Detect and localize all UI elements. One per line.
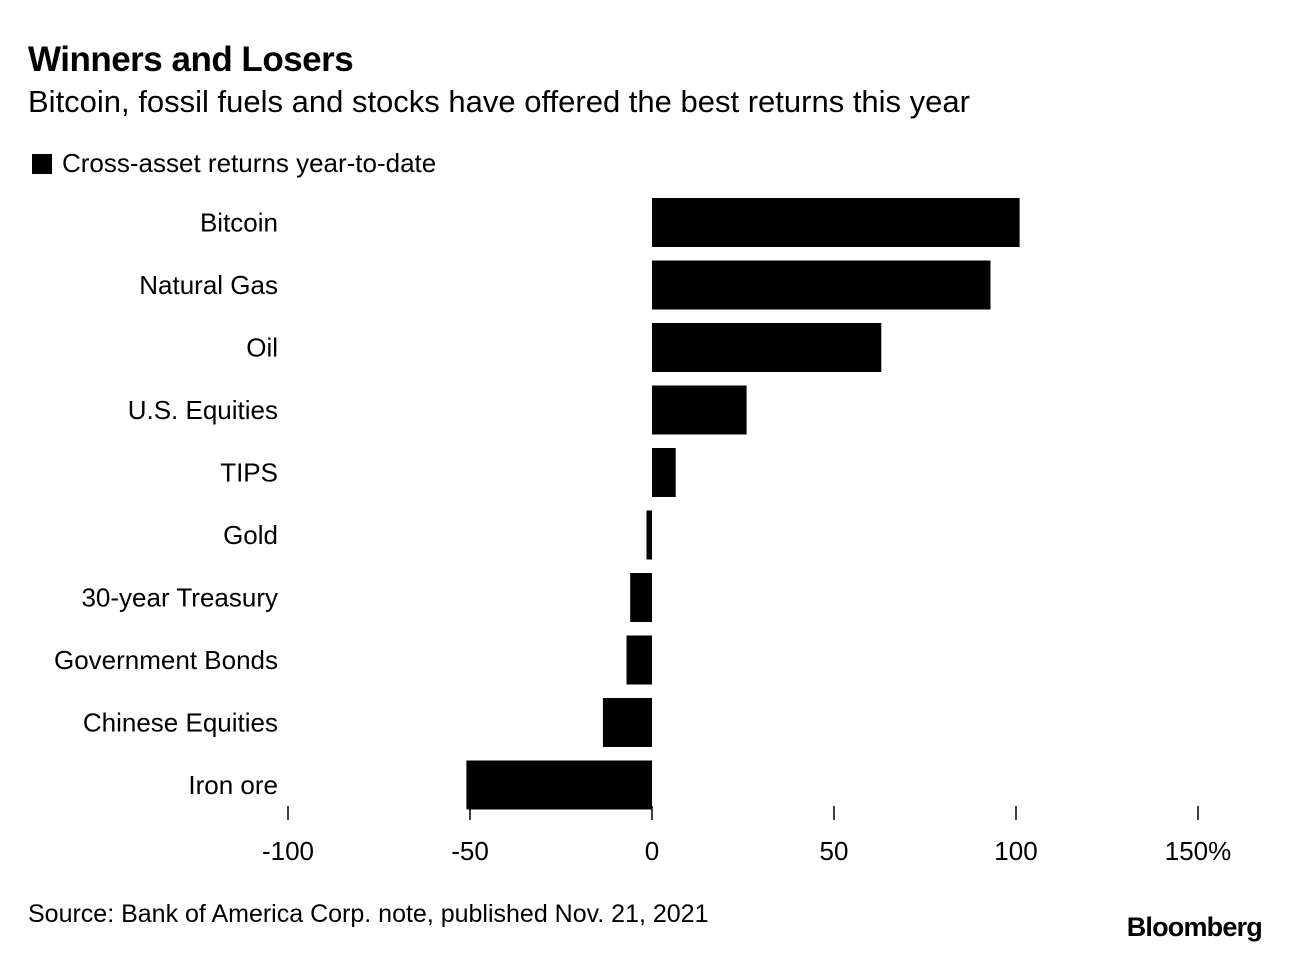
bloomberg-logo: Bloomberg xyxy=(1126,912,1263,942)
category-label: TIPS xyxy=(220,458,278,488)
x-tick-label: 0 xyxy=(645,836,659,866)
legend-swatch xyxy=(32,153,52,174)
bar-chinese-equities xyxy=(602,698,652,747)
x-tick-label: 50 xyxy=(820,836,849,866)
chart-title: Winners and Losers xyxy=(28,40,354,79)
bar-gold xyxy=(646,510,652,560)
bar-oil xyxy=(652,323,882,372)
legend: Cross-asset returns year-to-date xyxy=(32,148,436,179)
category-label: Bitcoin xyxy=(200,208,278,238)
bar-tips xyxy=(652,448,676,497)
x-tick-label: 100 xyxy=(994,836,1037,866)
bar-iron-ore xyxy=(466,760,652,810)
category-label: Oil xyxy=(246,333,278,363)
bar-bitcoin xyxy=(652,198,1020,247)
category-label: Gold xyxy=(223,520,278,550)
bar-government-bonds xyxy=(626,635,652,685)
source-note: Source: Bank of America Corp. note, publ… xyxy=(28,900,709,928)
category-label: Iron ore xyxy=(188,770,278,800)
category-label: Natural Gas xyxy=(139,270,278,300)
category-label: U.S. Equities xyxy=(128,395,278,425)
bar-natural-gas xyxy=(652,260,991,310)
category-label: Government Bonds xyxy=(54,645,278,675)
x-tick-label: -100 xyxy=(262,836,314,866)
bar-u-s-equities xyxy=(652,385,747,435)
bar-30-year-treasury xyxy=(630,573,652,622)
chart-subtitle: Bitcoin, fossil fuels and stocks have of… xyxy=(28,84,970,119)
category-label: 30-year Treasury xyxy=(81,583,278,613)
x-tick-label: -50 xyxy=(451,836,489,866)
x-tick-label: 150% xyxy=(1165,836,1232,866)
category-label: Chinese Equities xyxy=(83,708,278,738)
legend-label: Cross-asset returns year-to-date xyxy=(62,148,437,178)
